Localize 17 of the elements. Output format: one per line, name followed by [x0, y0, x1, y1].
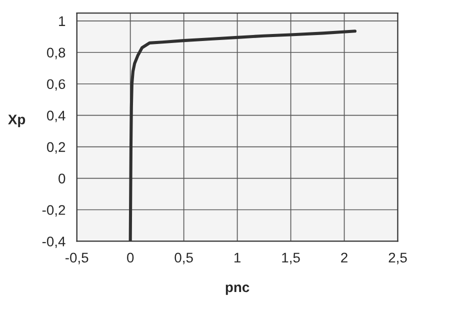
x-tick-label: 1 [234, 252, 240, 262]
y-axis-title: Xp [8, 114, 26, 128]
x-tick-label: 2,5 [388, 252, 407, 264]
y-tick-label: 1 [59, 16, 66, 26]
x-tick-label: 1,5 [282, 252, 300, 264]
y-tick-label: -0,4 [42, 236, 66, 248]
y-tick-label: 0,2 [46, 142, 66, 154]
y-tick-label: 0 [58, 174, 66, 184]
x-tick-label: 2 [341, 252, 348, 262]
x-tick-label: -0,5 [65, 252, 88, 264]
x-tick-label: 0 [127, 252, 134, 263]
y-tick-label: 0,6 [46, 79, 66, 91]
y-tick-label: 0,4 [46, 110, 66, 122]
y-tick-label: 0,8 [46, 48, 66, 60]
y-tick-label: -0,2 [42, 205, 66, 217]
x-tick-label: 0,5 [174, 252, 193, 264]
x-axis-title: pnc [226, 284, 250, 295]
